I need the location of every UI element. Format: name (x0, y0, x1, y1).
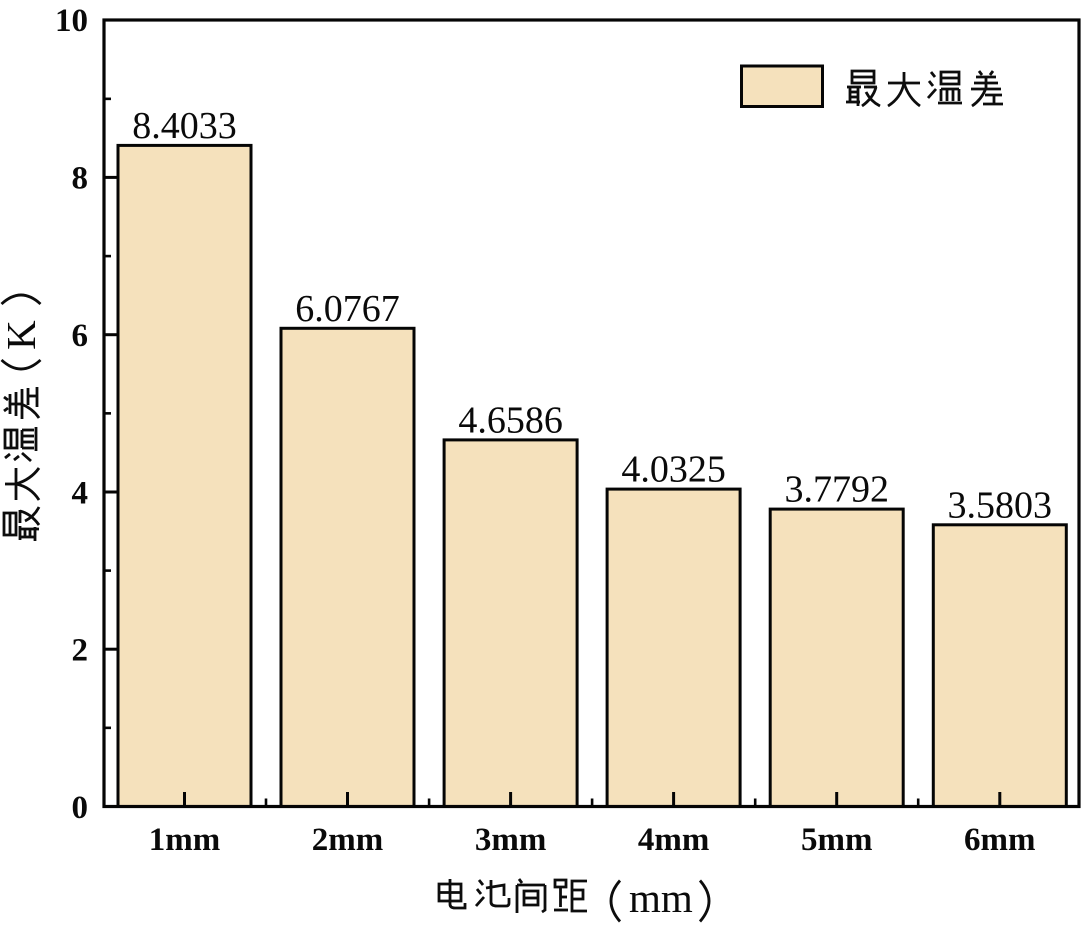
svg-text:2: 2 (72, 633, 89, 669)
svg-text:6.0767: 6.0767 (295, 288, 400, 330)
svg-text:1mm: 1mm (149, 822, 220, 858)
svg-text:mm: mm (629, 875, 693, 921)
svg-text:5mm: 5mm (801, 822, 872, 858)
svg-text:K: K (0, 320, 44, 350)
svg-text:6: 6 (72, 318, 89, 354)
svg-text:4.0325: 4.0325 (621, 449, 726, 491)
svg-text:3.7792: 3.7792 (784, 469, 889, 511)
svg-text:8: 8 (72, 161, 89, 197)
svg-text:10: 10 (55, 3, 88, 39)
svg-text:4: 4 (72, 475, 89, 511)
svg-text:3.5803: 3.5803 (948, 484, 1053, 526)
svg-text:8.4033: 8.4033 (132, 105, 237, 147)
svg-text:4mm: 4mm (638, 822, 709, 858)
svg-text:2mm: 2mm (312, 822, 383, 858)
svg-text:6mm: 6mm (964, 822, 1035, 858)
svg-text:4.6586: 4.6586 (458, 399, 563, 441)
svg-text:3mm: 3mm (475, 822, 546, 858)
svg-text:0: 0 (72, 790, 89, 826)
